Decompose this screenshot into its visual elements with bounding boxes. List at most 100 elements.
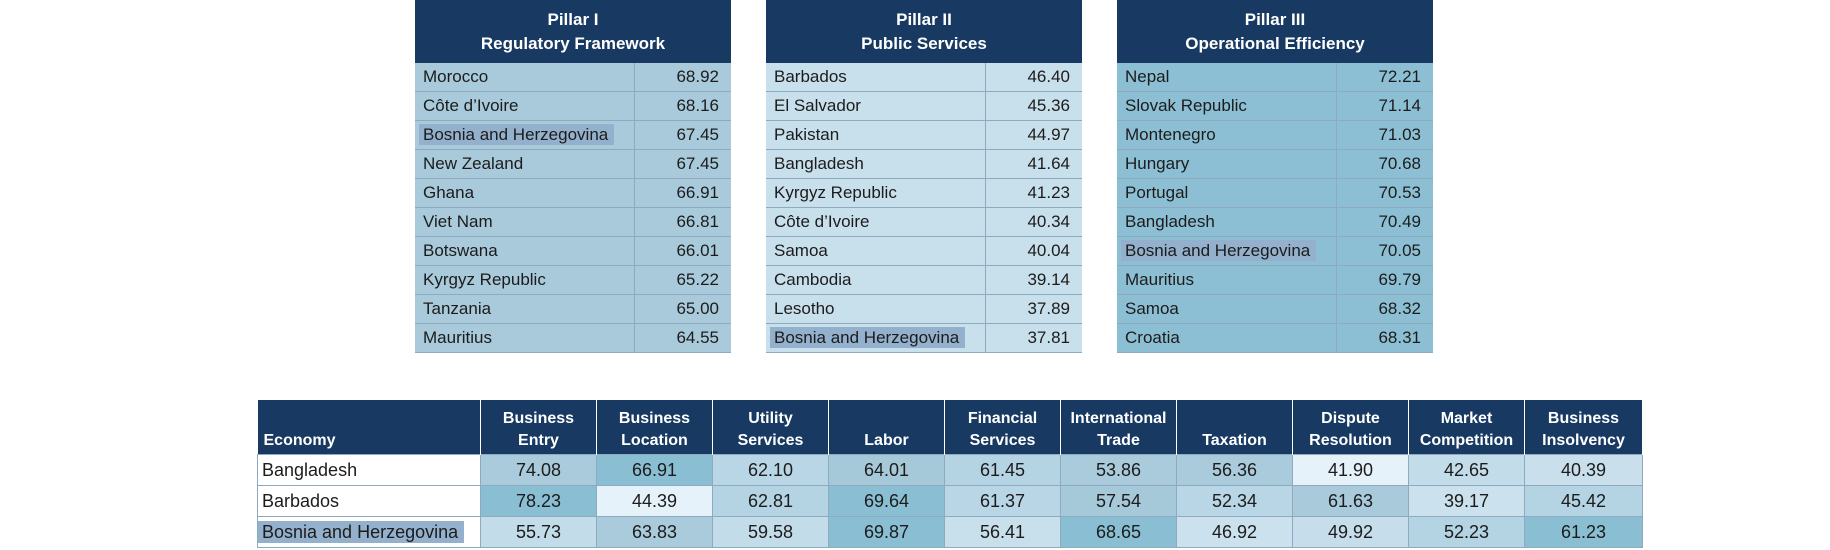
pillar-title: Pillar I xyxy=(547,9,599,29)
indicator-column-header: Financial Services xyxy=(944,400,1061,455)
economy-cell: Bosnia and Herzegovina xyxy=(257,516,481,548)
economy-cell: Lesotho xyxy=(766,295,986,323)
score-cell: 37.89 xyxy=(1027,299,1070,318)
indicator-column-header: Dispute Resolution xyxy=(1292,400,1409,455)
economy-cell: Bosnia and Herzegovina xyxy=(1117,237,1337,265)
score-cell: 59.58 xyxy=(712,516,829,548)
economy-name: Bosnia and Herzegovina xyxy=(1121,240,1317,261)
economy-cell: Hungary xyxy=(1117,150,1337,178)
table-row: Bosnia and Herzegovina 70.05 xyxy=(1117,237,1433,266)
score-cell: 41.23 xyxy=(1027,183,1070,202)
economy-cell: Botswana xyxy=(415,237,635,265)
economy-cell: Côte d’Ivoire xyxy=(415,92,635,120)
score-cell: 42.65 xyxy=(1408,454,1525,486)
score-cell: 44.39 xyxy=(596,485,713,517)
economy-name: Croatia xyxy=(1125,328,1180,347)
header-line: Trade xyxy=(1097,432,1140,449)
table-row: Bosnia and Herzegovina 67.45 xyxy=(415,121,731,150)
economy-cell: Bosnia and Herzegovina xyxy=(415,121,635,149)
indicator-column-header: Business Location xyxy=(596,400,713,455)
score-cell: 63.83 xyxy=(596,516,713,548)
table-row: Bangladesh 74.08 66.91 62.10 64.01 61.45 53.86… xyxy=(257,454,1643,486)
score-cell: 78.23 xyxy=(480,485,597,517)
economy-name: Morocco xyxy=(423,67,489,86)
economy-cell: Bangladesh xyxy=(766,150,986,178)
economy-cell: Montenegro xyxy=(1117,121,1337,149)
economy-cell: Cambodia xyxy=(766,266,986,294)
score-cell: 61.37 xyxy=(944,485,1061,517)
table-row: Bosnia and Herzegovina 37.81 xyxy=(766,324,1082,353)
economy-name: Pakistan xyxy=(774,125,840,144)
economy-name: Samoa xyxy=(1125,299,1179,318)
economy-name: Côte d’Ivoire xyxy=(774,212,870,231)
table-row: Côte d’Ivoire 68.16 xyxy=(415,92,731,121)
score-cell: 74.08 xyxy=(480,454,597,486)
score-cell: 45.36 xyxy=(1027,96,1070,115)
economy-name: Kyrgyz Republic xyxy=(423,270,546,289)
score-cell: 70.05 xyxy=(1378,241,1421,260)
economy-name: Viet Nam xyxy=(423,212,493,231)
economy-name: Barbados xyxy=(774,67,847,86)
economy-cell: Tanzania xyxy=(415,295,635,323)
score-cell: 66.91 xyxy=(596,454,713,486)
economy-name: Bangladesh xyxy=(1125,212,1215,231)
score-cell: 70.68 xyxy=(1378,154,1421,173)
table-row: Botswana 66.01 xyxy=(415,237,731,266)
score-cell: 69.64 xyxy=(828,485,945,517)
header-line: Market xyxy=(1440,410,1493,427)
table-row: El Salvador 45.36 xyxy=(766,92,1082,121)
economy-cell: Mauritius xyxy=(415,324,635,352)
economy-cell: Slovak Republic xyxy=(1117,92,1337,120)
economy-name: Bosnia and Herzegovina xyxy=(419,124,615,145)
economy-name: New Zealand xyxy=(423,154,524,173)
economy-cell: Kyrgyz Republic xyxy=(766,179,986,207)
table-row: Samoa 68.32 xyxy=(1117,295,1433,324)
table-row: Pakistan 44.97 xyxy=(766,121,1082,150)
score-cell: 68.92 xyxy=(676,67,719,86)
pillar-title: Pillar III xyxy=(1244,9,1306,29)
pillar-header: Pillar I Regulatory Framework xyxy=(415,0,731,63)
header-line: Business xyxy=(1547,410,1620,427)
indicator-comparison-table: Economy Business Entry Business Location Util… xyxy=(257,400,1643,548)
score-cell: 67.45 xyxy=(676,154,719,173)
economy-cell: Mauritius xyxy=(1117,266,1337,294)
economy-cell: Barbados xyxy=(257,485,481,517)
economy-cell: El Salvador xyxy=(766,92,986,120)
economy-name: Bangladesh xyxy=(774,154,864,173)
score-cell: 52.23 xyxy=(1408,516,1525,548)
table-row: Lesotho 37.89 xyxy=(766,295,1082,324)
table-row: Cambodia 39.14 xyxy=(766,266,1082,295)
table-row: Bangladesh 41.64 xyxy=(766,150,1082,179)
pillar-table-3: Pillar III Operational Efficiency Nepal 72.… xyxy=(1117,0,1433,353)
comparison-header-row: Economy Business Entry Business Location Util… xyxy=(257,400,1643,455)
score-cell: 67.45 xyxy=(676,125,719,144)
score-cell: 45.42 xyxy=(1524,485,1643,517)
score-cell: 69.87 xyxy=(828,516,945,548)
economy-name: Kyrgyz Republic xyxy=(774,183,897,202)
table-row: Barbados 46.40 xyxy=(766,63,1082,92)
score-cell: 71.14 xyxy=(1378,96,1421,115)
score-cell: 69.79 xyxy=(1378,270,1421,289)
indicator-column-header: International Trade xyxy=(1060,400,1177,455)
economy-cell: Croatia xyxy=(1117,324,1337,352)
table-row: Tanzania 65.00 xyxy=(415,295,731,324)
score-cell: 40.39 xyxy=(1524,454,1643,486)
score-cell: 68.32 xyxy=(1378,299,1421,318)
pillar-header: Pillar III Operational Efficiency xyxy=(1117,0,1433,63)
header-line: Business xyxy=(618,410,691,427)
score-cell: 52.34 xyxy=(1176,485,1293,517)
score-cell: 66.01 xyxy=(676,241,719,260)
table-row: Ghana 66.91 xyxy=(415,179,731,208)
table-row: Morocco 68.92 xyxy=(415,63,731,92)
score-cell: 65.22 xyxy=(676,270,719,289)
header-line: Business xyxy=(502,410,575,427)
pillar-table-1: Pillar I Regulatory Framework Morocco 68.92… xyxy=(415,0,731,353)
score-cell: 68.65 xyxy=(1060,516,1177,548)
indicator-column-header: Business Entry xyxy=(480,400,597,455)
score-cell: 62.81 xyxy=(712,485,829,517)
economy-name: Samoa xyxy=(774,241,828,260)
economy-name: Hungary xyxy=(1125,154,1190,173)
header-line: Financial xyxy=(967,410,1038,427)
header-line: International xyxy=(1070,410,1167,427)
economy-cell: Morocco xyxy=(415,63,635,91)
